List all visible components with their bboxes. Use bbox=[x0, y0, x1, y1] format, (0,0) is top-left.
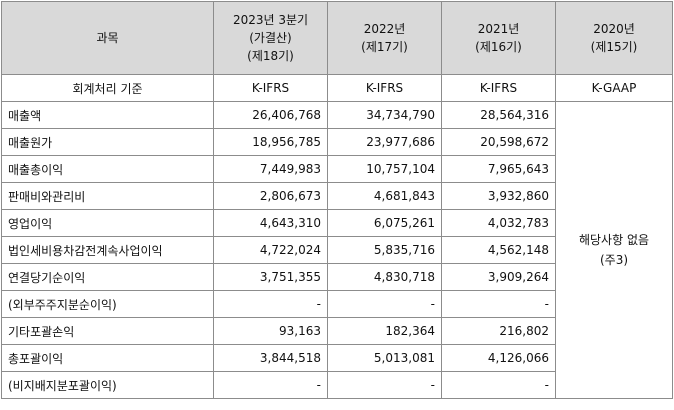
row-value-2022: 6,075,261 bbox=[327, 209, 442, 237]
row-label: 총포괄이익 bbox=[1, 344, 214, 372]
header-2020-line1: 2020년 bbox=[593, 22, 635, 36]
header-2023q3-line2: (가결산) bbox=[249, 31, 292, 45]
table-row: 영업이익 4,643,310 6,075,261 4,032,783 bbox=[1, 209, 673, 237]
row-value-2022: 5,013,081 bbox=[327, 344, 442, 372]
row-value-2023q3: 2,806,673 bbox=[213, 182, 328, 210]
header-row: 과목 2023년 3분기 (가결산) (제18기) 2022년 (제17기) 2… bbox=[1, 1, 673, 75]
standard-2023q3: K-IFRS bbox=[213, 74, 328, 102]
row-value-2021: 4,032,783 bbox=[441, 209, 556, 237]
header-2021-line1: 2021년 bbox=[477, 22, 520, 36]
row-value-2022: 4,830,718 bbox=[327, 263, 442, 291]
row-label: 영업이익 bbox=[1, 209, 214, 237]
row-value-2022: 34,734,790 bbox=[327, 101, 442, 129]
row-value-2023q3: - bbox=[213, 290, 328, 318]
not-applicable-text: 해당사항 없음 bbox=[578, 233, 650, 247]
row-label: 연결당기순이익 bbox=[1, 263, 214, 291]
row-value-2022: 4,681,843 bbox=[327, 182, 442, 210]
row-value-2021: 3,932,860 bbox=[441, 182, 556, 210]
row-value-2021: 3,909,264 bbox=[441, 263, 556, 291]
row-label: 법인세비용차감전계속사업이익 bbox=[1, 236, 214, 264]
standard-2021: K-IFRS bbox=[441, 74, 556, 102]
accounting-standard-row: 회계처리 기준 K-IFRS K-IFRS K-IFRS K-GAAP bbox=[1, 74, 673, 102]
row-value-2022: 10,757,104 bbox=[327, 155, 442, 183]
header-2022: 2022년 (제17기) bbox=[327, 1, 442, 75]
accounting-standard-label: 회계처리 기준 bbox=[1, 74, 214, 102]
row-value-2021: 28,564,316 bbox=[441, 101, 556, 129]
row-value-2021: - bbox=[441, 371, 556, 399]
header-2023q3: 2023년 3분기 (가결산) (제18기) bbox=[213, 1, 328, 75]
row-value-2023q3: 7,449,983 bbox=[213, 155, 328, 183]
row-value-2021: 20,598,672 bbox=[441, 128, 556, 156]
row-value-2022: 23,977,686 bbox=[327, 128, 442, 156]
standard-2022: K-IFRS bbox=[327, 74, 442, 102]
row-value-2021: 7,965,643 bbox=[441, 155, 556, 183]
row-label: 매출원가 bbox=[1, 128, 214, 156]
row-value-2022: - bbox=[327, 290, 442, 318]
row-value-2021: 4,126,066 bbox=[441, 344, 556, 372]
row-label: 기타포괄손익 bbox=[1, 317, 214, 345]
row-label: (비지배지분포괄이익) bbox=[1, 371, 214, 399]
header-2023q3-line1: 2023년 3분기 bbox=[232, 13, 309, 27]
row-value-2022: 182,364 bbox=[327, 317, 442, 345]
row-label: 매출액 bbox=[1, 101, 214, 129]
row-value-2021: - bbox=[441, 290, 556, 318]
row-value-2023q3: 93,163 bbox=[213, 317, 328, 345]
row-label: 판매비와관리비 bbox=[1, 182, 214, 210]
table-row: 연결당기순이익 3,751,355 4,830,718 3,909,264 bbox=[1, 263, 673, 291]
row-value-2021: 216,802 bbox=[441, 317, 556, 345]
row-value-2021: 4,562,148 bbox=[441, 236, 556, 264]
row-value-2022: - bbox=[327, 371, 442, 399]
header-2021: 2021년 (제16기) bbox=[441, 1, 556, 75]
financial-summary-table: 과목 2023년 3분기 (가결산) (제18기) 2022년 (제17기) 2… bbox=[1, 1, 673, 399]
row-value-2023q3: 3,844,518 bbox=[213, 344, 328, 372]
header-item-label: 과목 bbox=[96, 31, 119, 45]
row-value-2022: 5,835,716 bbox=[327, 236, 442, 264]
table-row: 법인세비용차감전계속사업이익 4,722,024 5,835,716 4,562… bbox=[1, 236, 673, 264]
header-2021-line2: (제16기) bbox=[475, 40, 522, 54]
table-row: 매출총이익 7,449,983 10,757,104 7,965,643 bbox=[1, 155, 673, 183]
row-value-2023q3: - bbox=[213, 371, 328, 399]
row-label: (외부주주지분순이익) bbox=[1, 290, 214, 318]
row-value-2023q3: 26,406,768 bbox=[213, 101, 328, 129]
standard-2020: K-GAAP bbox=[555, 74, 673, 102]
table-row: (외부주주지분순이익) - - - bbox=[1, 290, 673, 318]
row-value-2023q3: 18,956,785 bbox=[213, 128, 328, 156]
table-row: 매출액 26,406,768 34,734,790 28,564,316 해당사… bbox=[1, 101, 673, 399]
not-applicable-cell: 해당사항 없음 (주3) bbox=[555, 101, 673, 399]
table-row: (비지배지분포괄이익) - - - bbox=[1, 371, 673, 399]
row-value-2023q3: 3,751,355 bbox=[213, 263, 328, 291]
row-value-2023q3: 4,643,310 bbox=[213, 209, 328, 237]
header-2022-line2: (제17기) bbox=[361, 40, 408, 54]
row-value-2023q3: 4,722,024 bbox=[213, 236, 328, 264]
row-label: 매출총이익 bbox=[1, 155, 214, 183]
table-row: 총포괄이익 3,844,518 5,013,081 4,126,066 bbox=[1, 344, 673, 372]
header-2020: 2020년 (제15기) bbox=[555, 1, 673, 75]
table-row: 매출원가 18,956,785 23,977,686 20,598,672 bbox=[1, 128, 673, 156]
header-2023q3-line3: (제18기) bbox=[247, 49, 294, 63]
header-2020-line2: (제15기) bbox=[590, 40, 638, 54]
header-2022-line1: 2022년 bbox=[363, 22, 406, 36]
header-item: 과목 bbox=[1, 1, 214, 75]
not-applicable-note: (주3) bbox=[599, 253, 629, 267]
table-row: 판매비와관리비 2,806,673 4,681,843 3,932,860 bbox=[1, 182, 673, 210]
